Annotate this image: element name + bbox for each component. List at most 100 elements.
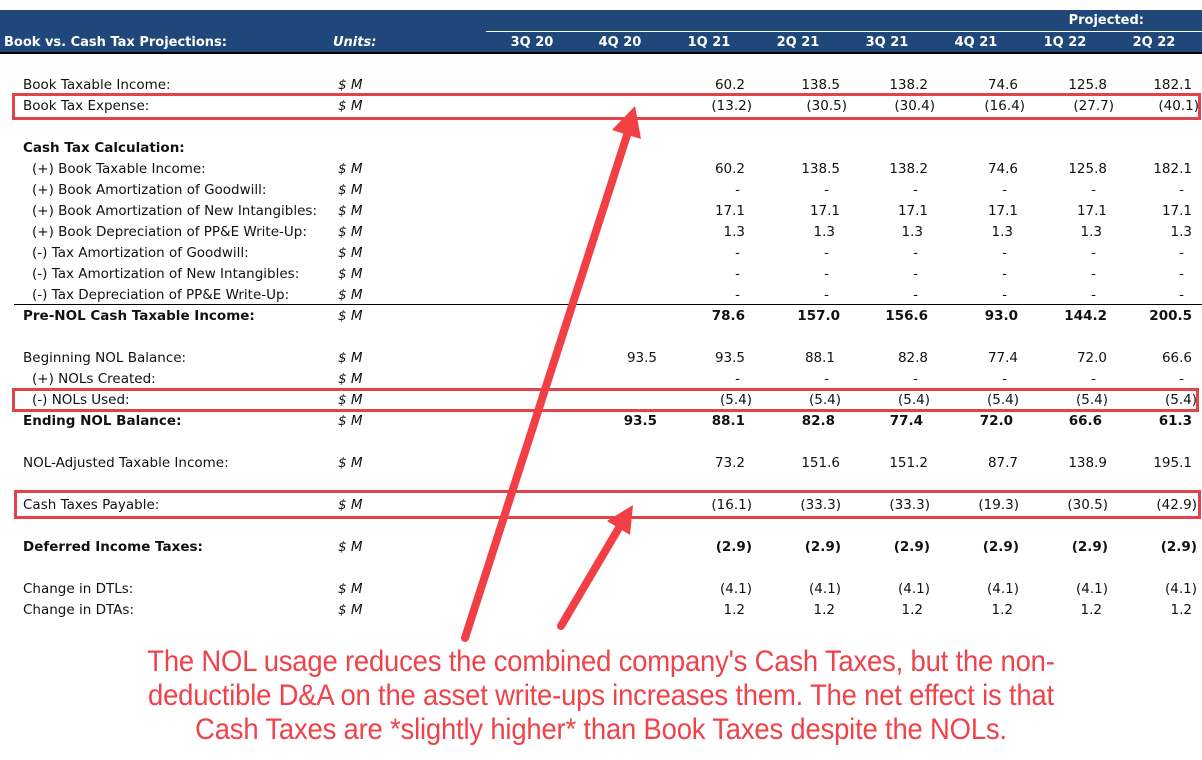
column-header: 3Q 21 <box>865 35 909 50</box>
cell: 73.2 <box>714 455 745 471</box>
highlight-box-book-tax-expense <box>12 93 1201 120</box>
cell: - <box>824 371 829 387</box>
cell: 17.1 <box>809 203 840 219</box>
units-header: Units: <box>333 35 377 50</box>
cell: 72.0 <box>979 413 1013 429</box>
cell: - <box>824 182 829 198</box>
cell: 17.1 <box>714 203 745 219</box>
cell: - <box>1179 287 1184 303</box>
cell: 125.8 <box>1068 161 1107 177</box>
row-units: $ M <box>338 581 363 597</box>
row-units: $ M <box>338 287 363 303</box>
cell: 138.5 <box>801 161 840 177</box>
cell: 1.3 <box>1170 224 1192 240</box>
cell: - <box>1091 287 1096 303</box>
row-label: Ending NOL Balance: <box>23 413 182 429</box>
cell: 93.0 <box>984 308 1018 324</box>
table-row-ending-nol-balance: Ending NOL Balance: $ M 93.5 88.1 82.8 7… <box>0 411 1202 432</box>
cell: - <box>824 287 829 303</box>
cell: (4.1) <box>808 581 841 597</box>
cell: 17.1 <box>897 203 928 219</box>
cell: - <box>824 245 829 261</box>
cell: - <box>1179 371 1184 387</box>
row-units: $ M <box>338 413 363 429</box>
cell: (2.9) <box>893 539 930 555</box>
row-label: (+) Book Amortization of New Intangibles… <box>32 203 318 219</box>
cell: (30.4) <box>894 98 935 114</box>
annotation-line-3: Cash Taxes are *slightly higher* than Bo… <box>195 713 1007 746</box>
row-units: $ M <box>338 77 363 93</box>
cell: (5.4) <box>808 392 841 408</box>
row-units: $ M <box>338 539 363 555</box>
cell: - <box>735 287 740 303</box>
table-row-book-amortization-goodwill: (+) Book Amortization of Goodwill: $ M -… <box>0 180 1202 201</box>
cell: (16.4) <box>984 98 1025 114</box>
table-row-tax-amortization-goodwill: (-) Tax Amortization of Goodwill: $ M - … <box>0 243 1202 264</box>
cell: 78.6 <box>711 308 745 324</box>
column-header: 4Q 21 <box>954 35 998 50</box>
cell: (5.4) <box>1164 392 1197 408</box>
cell: - <box>1179 266 1184 282</box>
cell: 1.3 <box>723 224 745 240</box>
row-label: (-) Tax Depreciation of PP&E Write-Up: <box>32 287 290 303</box>
cell: - <box>735 245 740 261</box>
cell: - <box>735 371 740 387</box>
cell: (4.1) <box>1075 581 1108 597</box>
row-label: Cash Taxes Payable: <box>23 497 160 513</box>
cell: 93.5 <box>623 413 657 429</box>
cell: 60.2 <box>714 161 745 177</box>
cell: - <box>1091 266 1096 282</box>
row-label: (-) Tax Amortization of Goodwill: <box>32 245 249 261</box>
cell: - <box>913 371 918 387</box>
cell: (16.1) <box>711 497 752 513</box>
cell: 1.2 <box>1170 602 1192 618</box>
cell: 156.6 <box>885 308 928 324</box>
cell: 125.8 <box>1068 77 1107 93</box>
cell: 1.2 <box>901 602 923 618</box>
cell: (33.3) <box>889 497 930 513</box>
cell: 182.1 <box>1153 161 1192 177</box>
table-row-tax-amortization-intangibles: (-) Tax Amortization of New Intangibles:… <box>0 264 1202 285</box>
row-units: $ M <box>338 350 363 366</box>
cell: - <box>1002 182 1007 198</box>
cell: (40.1) <box>1158 98 1199 114</box>
table-row-pre-nol-cash-taxable-income: Pre-NOL Cash Taxable Income: $ M 78.6 15… <box>0 306 1202 327</box>
table-row-book-depreciation-ppe: (+) Book Depreciation of PP&E Write-Up: … <box>0 222 1202 243</box>
cell: (2.9) <box>1071 539 1108 555</box>
cell: - <box>1091 245 1096 261</box>
cell: (2.9) <box>1160 539 1197 555</box>
cell: 144.2 <box>1064 308 1107 324</box>
cell: (2.9) <box>804 539 841 555</box>
cell: (4.1) <box>719 581 752 597</box>
cell: (4.1) <box>1164 581 1197 597</box>
cell: - <box>824 266 829 282</box>
row-units: $ M <box>338 455 363 471</box>
cell: 138.5 <box>801 77 840 93</box>
cell: 61.3 <box>1158 413 1192 429</box>
cell: 88.1 <box>711 413 745 429</box>
section-header-cash-tax-calculation: Cash Tax Calculation: <box>0 138 1202 159</box>
row-units: $ M <box>338 602 363 618</box>
cell: 17.1 <box>1161 203 1192 219</box>
cell: 1.3 <box>1080 224 1102 240</box>
cell: (2.9) <box>715 539 752 555</box>
row-units: $ M <box>338 266 363 282</box>
row-label: (-) Tax Amortization of New Intangibles: <box>32 266 300 282</box>
cell: 151.2 <box>889 455 928 471</box>
column-header: 2Q 21 <box>776 35 820 50</box>
table-row-change-in-dtas: Change in DTAs: $ M 1.2 1.2 1.2 1.2 1.2 … <box>0 600 1202 621</box>
table-row-book-taxable-income: Book Taxable Income: $ M 60.2 138.5 138.… <box>0 75 1202 96</box>
cell: 1.3 <box>991 224 1013 240</box>
cell: 200.5 <box>1149 308 1192 324</box>
annotation-line-1: The NOL usage reduces the combined compa… <box>147 645 1055 678</box>
cell: 195.1 <box>1153 455 1192 471</box>
table-row-nol-adjusted-taxable-income: NOL-Adjusted Taxable Income: $ M 73.2 15… <box>0 453 1202 474</box>
highlight-box-nols-used <box>12 388 1199 412</box>
row-units: $ M <box>338 98 363 114</box>
row-units: $ M <box>338 161 363 177</box>
cell: 60.2 <box>714 77 745 93</box>
cell: 74.6 <box>987 77 1018 93</box>
cell: 138.9 <box>1068 455 1107 471</box>
cell: - <box>913 266 918 282</box>
table-row-change-in-dtls: Change in DTLs: $ M (4.1) (4.1) (4.1) (4… <box>0 579 1202 600</box>
